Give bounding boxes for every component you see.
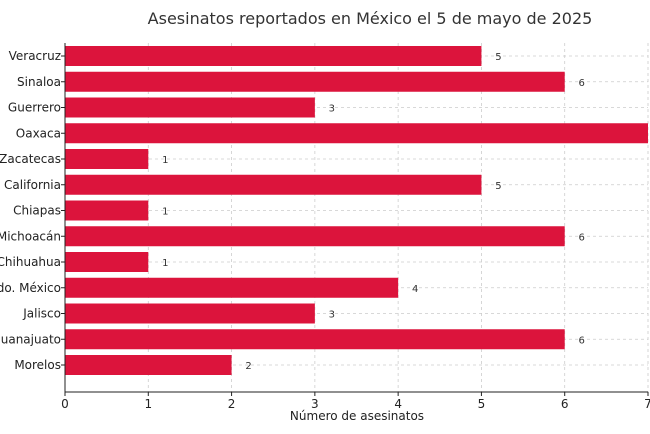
bar: [65, 71, 565, 92]
category-label: California: [4, 178, 61, 192]
bar: [65, 200, 149, 221]
data-labels: 5 6 3 1 5 1 6 1 4 3 6 2: [162, 52, 585, 372]
category-label: Veracruz: [9, 49, 61, 63]
category-labels: Veracruz Sinaloa Guerrero Oaxaca Zacatecas Ca…: [0, 49, 65, 372]
x-tick-labels: 0 1 2 3 4 5 6 7: [61, 392, 650, 411]
bar: [65, 329, 565, 350]
bar: [65, 149, 149, 169]
category-label: Michoacán: [0, 229, 61, 243]
data-label: 1: [162, 207, 168, 218]
bar: [65, 97, 315, 118]
x-tick-label: 5: [478, 397, 486, 411]
x-tick-label: 4: [394, 397, 402, 411]
category-label: Sinaloa: [17, 75, 61, 89]
category-label: Guanajuato: [0, 332, 61, 346]
data-label: 6: [579, 335, 585, 346]
x-tick-label: 3: [311, 397, 319, 411]
bar: [65, 123, 648, 144]
x-axis-label: Número de asesinatos: [290, 409, 424, 423]
data-label: 3: [329, 310, 335, 321]
x-tick-label: 6: [561, 397, 569, 411]
data-label: 1: [162, 155, 168, 166]
data-label: 5: [495, 52, 501, 63]
bar: [65, 303, 315, 324]
data-label: 6: [579, 78, 585, 89]
category-label: Morelos: [14, 358, 61, 372]
x-tick-label: 2: [228, 397, 236, 411]
x-tick-label: 1: [144, 397, 152, 411]
bar: [65, 226, 565, 247]
data-label: 3: [329, 104, 335, 115]
bar: [65, 355, 232, 375]
x-tick-label: 7: [644, 397, 650, 411]
category-label: Jalisco: [22, 307, 61, 321]
chart-title: Asesinatos reportados en México el 5 de …: [148, 9, 593, 28]
bar: [65, 277, 399, 298]
category-label: Chihuahua: [0, 255, 61, 269]
bars: [65, 46, 648, 375]
category-label: Chiapas: [13, 204, 61, 218]
bar: [65, 46, 482, 66]
category-label: Edo. México: [0, 281, 61, 295]
data-label: 5: [495, 181, 501, 192]
category-label: Guerrero: [8, 101, 61, 115]
category-label: Zacatecas: [0, 152, 61, 166]
data-label: 1: [162, 258, 168, 269]
data-label: 2: [245, 361, 251, 372]
bar: [65, 174, 482, 195]
bar: [65, 252, 149, 272]
data-label: 4: [412, 284, 418, 295]
data-label: 6: [579, 232, 585, 243]
category-label: Oaxaca: [16, 126, 61, 140]
x-tick-label: 0: [61, 397, 69, 411]
